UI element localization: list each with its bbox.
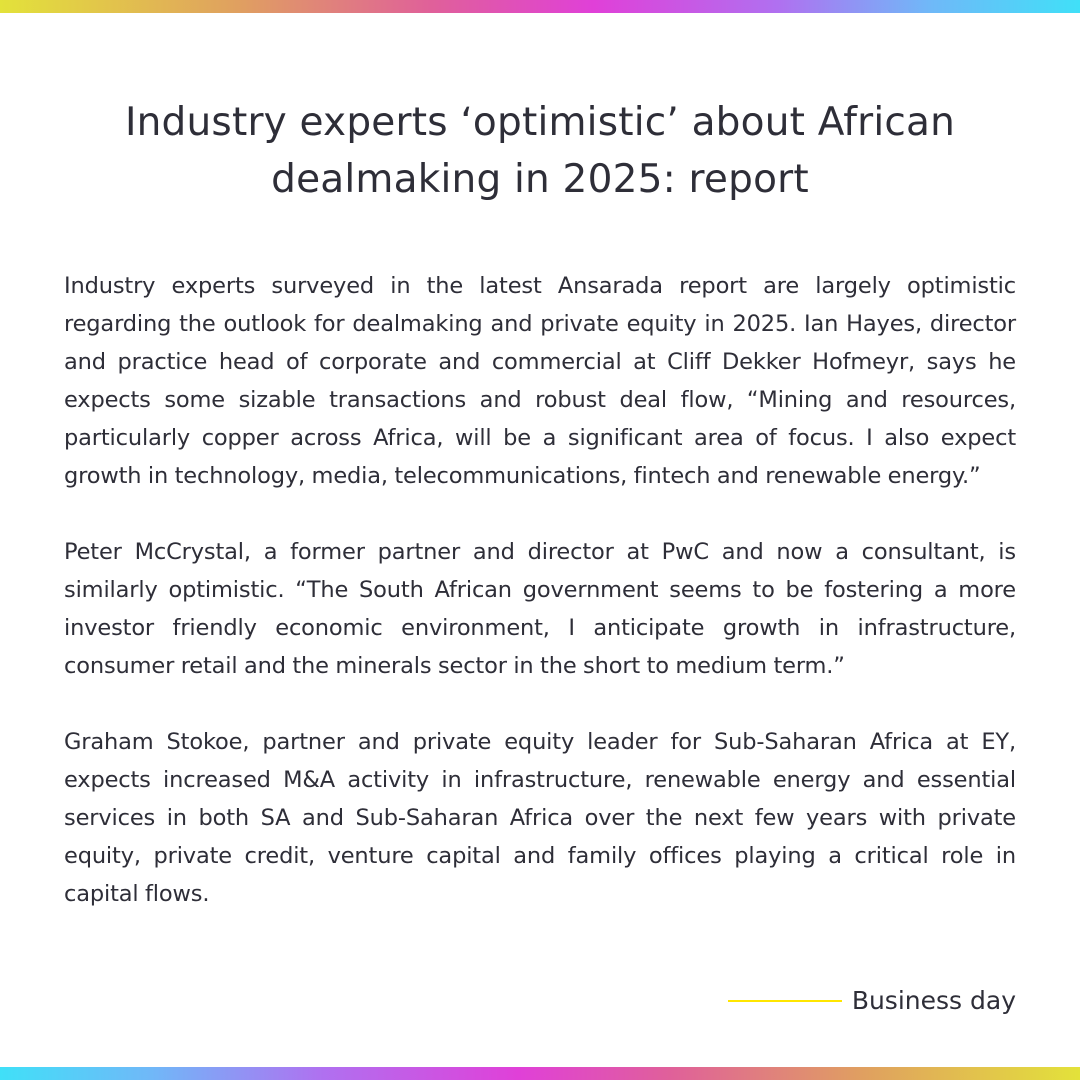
top-gradient-bar — [0, 0, 1080, 13]
paragraph-1: Industry experts surveyed in the latest … — [64, 273, 1016, 489]
paragraph-2: Peter McCrystal, a former partner and di… — [64, 539, 1016, 679]
source-rule-line — [727, 1000, 842, 1002]
source-label: Business day — [851, 986, 1016, 1015]
headline: Industry experts ‘optimistic’ about Afri… — [124, 100, 956, 202]
article-body: Industry experts surveyed in the latest … — [64, 267, 1016, 951]
paragraph-3: Graham Stokoe, partner and private equit… — [64, 729, 1016, 907]
source-credit: Business day — [727, 983, 1016, 1019]
bottom-gradient-bar — [0, 1067, 1080, 1080]
